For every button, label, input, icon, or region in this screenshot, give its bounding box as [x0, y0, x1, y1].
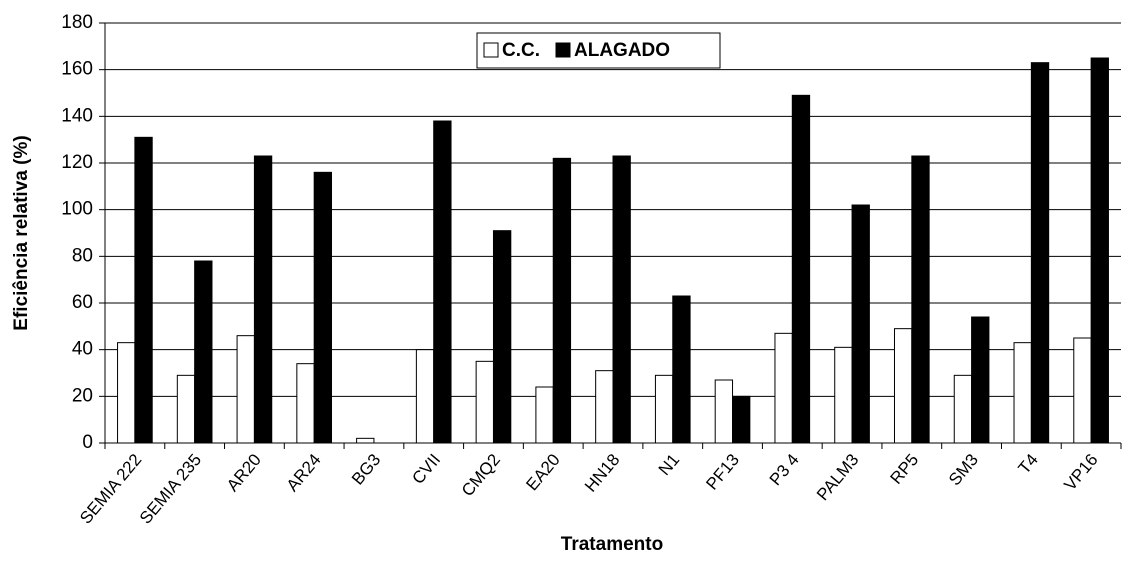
y-axis-title: Eficiência relativa (%)	[11, 135, 32, 330]
bar	[194, 260, 213, 444]
y-tick-label: 100	[61, 199, 93, 220]
x-axis-title: Tratamento	[561, 534, 663, 555]
bar	[714, 379, 734, 444]
bar	[1090, 57, 1109, 444]
bar	[1073, 337, 1092, 444]
legend-swatch	[555, 42, 571, 58]
bar	[492, 230, 512, 444]
bar	[834, 346, 853, 444]
bar	[851, 204, 870, 444]
bar	[953, 374, 973, 444]
y-tick-label: 20	[72, 385, 93, 406]
bar	[134, 136, 153, 444]
bar	[654, 374, 674, 444]
y-tick-label: 40	[72, 339, 93, 360]
x-tick-label: BG3	[348, 450, 384, 488]
y-tick-label: 80	[72, 245, 93, 266]
y-tick-label: 120	[61, 152, 93, 173]
x-tick-label: HN18	[581, 450, 623, 496]
bar	[475, 360, 494, 444]
bar	[356, 437, 375, 444]
y-tick-label: 180	[61, 12, 93, 33]
bar	[1013, 342, 1032, 444]
bar	[433, 120, 452, 444]
y-tick-label: 160	[61, 59, 93, 80]
bar	[672, 295, 691, 444]
x-tick-label: VP16	[1060, 450, 1101, 494]
bar	[791, 94, 811, 444]
bar	[296, 363, 315, 444]
y-tick-label: 140	[61, 105, 93, 126]
bar	[535, 386, 554, 444]
x-tick-label: SM3	[945, 450, 982, 489]
x-tick-label: P3 4	[766, 450, 803, 489]
x-tick-label: T4	[1015, 450, 1042, 477]
x-tick-label: SEMIA 222	[76, 450, 145, 527]
bar	[253, 155, 273, 444]
bar	[236, 335, 255, 444]
x-tick-label: CMQ2	[458, 450, 504, 500]
bar	[1030, 62, 1050, 444]
x-tick-label: AR20	[223, 450, 265, 495]
bar	[911, 155, 930, 444]
bar	[176, 374, 196, 444]
legend-swatch	[483, 42, 499, 58]
bar	[774, 332, 793, 444]
bar	[117, 342, 136, 444]
x-tick-label: AR24	[283, 450, 325, 495]
legend-label: ALAGADO	[574, 40, 670, 61]
y-tick-label: 0	[82, 432, 93, 453]
bar	[552, 157, 572, 444]
legend-box	[476, 32, 721, 69]
bar	[732, 395, 751, 444]
bar	[313, 171, 333, 444]
bar	[971, 316, 990, 444]
bar	[612, 155, 631, 444]
bar	[595, 370, 614, 444]
x-tick-label: RP5	[887, 450, 923, 488]
bar	[893, 328, 913, 444]
x-tick-label: EA20	[522, 450, 563, 494]
y-tick-label: 60	[72, 292, 93, 313]
bar	[415, 349, 435, 444]
x-tick-label: PALM3	[813, 450, 863, 504]
x-tick-label: PF13	[702, 450, 743, 493]
x-tick-label: N1	[655, 450, 684, 479]
x-tick-label: SEMIA 235	[136, 450, 205, 527]
legend-label: C.C.	[502, 40, 540, 61]
x-tick-label: CVII	[408, 450, 444, 488]
